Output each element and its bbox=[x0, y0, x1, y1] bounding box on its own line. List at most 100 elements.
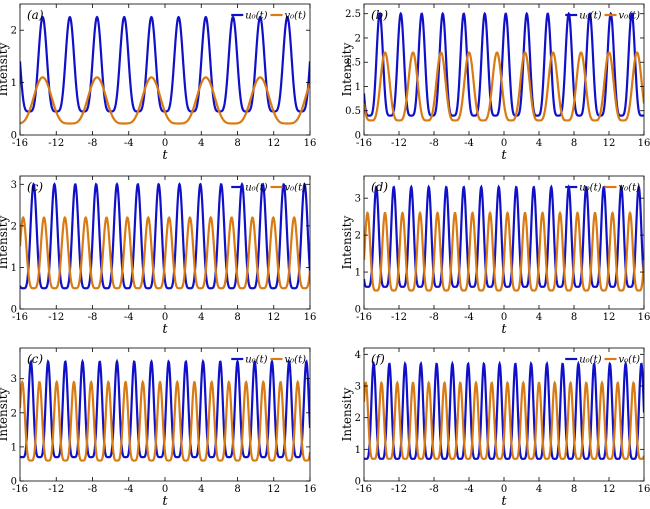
x-tick-label: -4 bbox=[124, 312, 134, 323]
legend-label-u0: u₀(t) bbox=[579, 183, 601, 194]
x-tick-label: 0 bbox=[162, 484, 168, 495]
panel-label: (d) bbox=[371, 180, 388, 194]
x-tick-label: -4 bbox=[124, 484, 134, 495]
x-tick-label: 12 bbox=[603, 484, 616, 495]
panel-label: (b) bbox=[371, 8, 388, 22]
x-tick-label: -4 bbox=[464, 312, 474, 323]
y-tick-label: 0 bbox=[11, 477, 17, 488]
y-axis-label: Intensity bbox=[0, 387, 10, 441]
x-tick-label: -12 bbox=[48, 312, 64, 323]
x-tick-label: -16 bbox=[356, 138, 372, 149]
y-tick-label: 0.5 bbox=[345, 106, 361, 117]
panel-label: (c) bbox=[27, 180, 43, 194]
x-tick-label: 16 bbox=[638, 312, 650, 323]
series-line-v0 bbox=[364, 380, 644, 460]
x-tick-label: 4 bbox=[198, 312, 204, 323]
x-tick-label: 12 bbox=[603, 138, 616, 149]
series-line-u0 bbox=[20, 182, 310, 290]
x-tick-label: -8 bbox=[88, 312, 98, 323]
x-tick-label: -8 bbox=[88, 138, 98, 149]
y-tick-label: 1 bbox=[355, 82, 361, 93]
y-axis-label: Intensity bbox=[0, 215, 10, 269]
x-tick-label: -12 bbox=[48, 138, 64, 149]
x-tick-label: 12 bbox=[603, 312, 616, 323]
legend-label-u0: u₀(t) bbox=[579, 355, 601, 366]
legend-label-v0: v₀(t) bbox=[619, 183, 641, 194]
y-tick-label: 1.5 bbox=[345, 58, 361, 69]
y-tick-label: 3 bbox=[11, 374, 17, 385]
x-tick-label: 0 bbox=[501, 484, 507, 495]
x-tick-label: 8 bbox=[571, 312, 577, 323]
y-axis-label: Intensity bbox=[340, 215, 354, 269]
x-tick-label: -8 bbox=[429, 484, 439, 495]
x-tick-label: 16 bbox=[304, 484, 317, 495]
y-tick-label: 1 bbox=[11, 263, 17, 274]
y-tick-label: 2.5 bbox=[345, 9, 361, 20]
series-line-u0 bbox=[364, 11, 644, 117]
x-tick-label: -16 bbox=[356, 484, 372, 495]
y-axis-label: Intensity bbox=[0, 42, 10, 96]
x-tick-label: -8 bbox=[88, 484, 98, 495]
x-tick-label: 4 bbox=[536, 484, 542, 495]
legend-label-u0: u₀(t) bbox=[245, 355, 267, 366]
x-tick-label: 8 bbox=[234, 312, 240, 323]
series-line-u0 bbox=[364, 184, 644, 288]
x-tick-label: 0 bbox=[501, 138, 507, 149]
x-tick-label: 16 bbox=[638, 484, 650, 495]
x-tick-label: -16 bbox=[12, 312, 28, 323]
y-tick-label: 0 bbox=[355, 131, 361, 142]
series-line-v0 bbox=[20, 379, 310, 462]
y-tick-label: 2 bbox=[11, 221, 17, 232]
y-tick-label: 0 bbox=[11, 131, 17, 142]
x-tick-label: 0 bbox=[162, 138, 168, 149]
x-tick-label: 8 bbox=[571, 484, 577, 495]
y-tick-label: 1 bbox=[11, 78, 17, 89]
series-line-v0 bbox=[364, 51, 644, 122]
y-tick-label: 2 bbox=[11, 26, 17, 37]
x-tick-label: -12 bbox=[391, 484, 407, 495]
x-tick-label: -16 bbox=[12, 484, 28, 495]
series-line-v0 bbox=[20, 215, 310, 290]
x-tick-label: -12 bbox=[391, 138, 407, 149]
series-line-u0 bbox=[20, 358, 310, 459]
series-line-v0 bbox=[20, 76, 310, 125]
x-tick-label: 8 bbox=[234, 138, 240, 149]
y-tick-label: 3 bbox=[355, 382, 361, 393]
x-tick-label: 4 bbox=[536, 138, 542, 149]
panel-label: (f) bbox=[371, 352, 385, 366]
legend-label-v0: v₀(t) bbox=[619, 355, 641, 366]
x-tick-label: -16 bbox=[12, 138, 28, 149]
y-axis-label: Intensity bbox=[340, 42, 354, 96]
y-tick-label: 1 bbox=[11, 442, 17, 453]
x-axis-label: t bbox=[501, 494, 507, 509]
panel-label: (c) bbox=[27, 352, 43, 366]
series-line-v0 bbox=[364, 210, 644, 292]
x-axis-label: t bbox=[162, 322, 168, 337]
x-tick-label: 0 bbox=[162, 312, 168, 323]
x-tick-label: -16 bbox=[356, 312, 372, 323]
x-axis-label: t bbox=[501, 148, 507, 163]
legend-label-u0: u₀(t) bbox=[245, 183, 267, 194]
x-tick-label: 16 bbox=[304, 138, 317, 149]
x-tick-label: 16 bbox=[304, 312, 317, 323]
x-tick-label: 12 bbox=[267, 484, 280, 495]
panel-1: -16 -12 -8 -4 0 4 8 12 16 0 0.5 1 1.5 2 2.5 t Intensity (… bbox=[340, 3, 650, 163]
y-tick-label: 2 bbox=[11, 408, 17, 419]
x-axis-label: t bbox=[501, 322, 507, 337]
panel-label: (a) bbox=[27, 8, 44, 22]
axes-frame bbox=[19, 3, 311, 136]
y-tick-label: 0 bbox=[11, 305, 17, 316]
x-tick-label: 4 bbox=[198, 484, 204, 495]
y-tick-label: 1 bbox=[355, 268, 361, 279]
series-line-u0 bbox=[20, 15, 310, 113]
y-tick-label: 3 bbox=[355, 194, 361, 205]
legend-label-u0: u₀(t) bbox=[245, 11, 267, 22]
x-tick-label: 8 bbox=[234, 484, 240, 495]
legend-label-v0: v₀(t) bbox=[285, 355, 307, 366]
legend-label-v0: v₀(t) bbox=[619, 11, 641, 22]
